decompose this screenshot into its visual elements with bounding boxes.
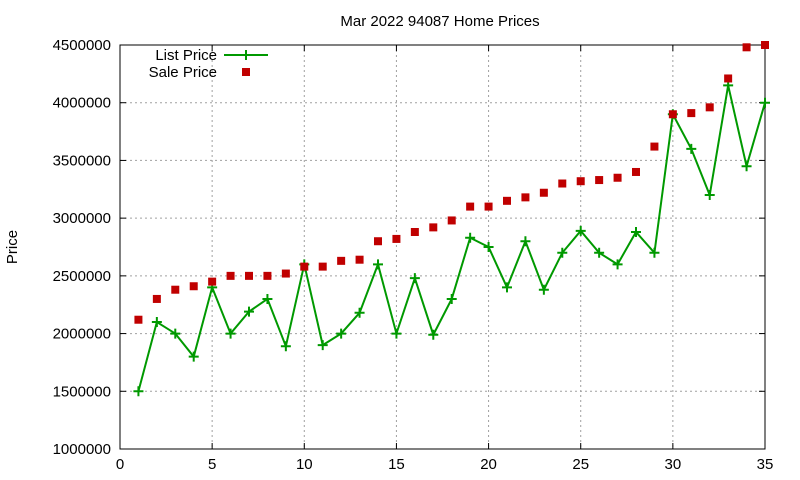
series-line-list-price <box>137 85 766 392</box>
data-point-sale-price <box>539 188 548 197</box>
data-point-sale-price <box>392 234 401 243</box>
data-point-list-price <box>760 97 770 108</box>
data-point-list-price <box>465 232 476 243</box>
data-point-list-price <box>244 306 254 317</box>
legend-label-list-price: List Price <box>155 47 217 64</box>
y-tick-label: 1500000 <box>53 383 111 400</box>
data-point-sale-price <box>447 216 456 225</box>
data-point-sale-price <box>595 176 604 185</box>
data-point-list-price <box>336 328 347 339</box>
data-point-sale-price <box>705 103 714 112</box>
x-tick-label: 0 <box>116 456 124 473</box>
data-point-list-price <box>446 293 457 304</box>
data-point-sale-price <box>668 110 677 119</box>
x-tick-label: 5 <box>208 456 216 473</box>
data-point-list-price <box>686 143 697 154</box>
data-point-list-price <box>631 226 641 237</box>
data-point-list-price <box>649 247 660 258</box>
data-point-list-price <box>262 293 273 304</box>
data-point-list-price <box>225 328 236 339</box>
y-tick-label: 3000000 <box>53 210 111 227</box>
series-layer <box>133 41 770 397</box>
y-axis-label: Price <box>4 230 21 264</box>
data-point-sale-price <box>281 269 290 278</box>
data-point-list-price <box>538 284 549 295</box>
y-tick-label: 2000000 <box>53 326 111 343</box>
data-point-sale-price <box>263 271 272 280</box>
data-point-sale-price <box>318 262 327 271</box>
data-point-sale-price <box>650 142 659 151</box>
legend-label-sale-price: Sale Price <box>149 64 217 81</box>
y-tick-label: 2500000 <box>53 268 111 285</box>
x-tick-label: 25 <box>572 456 589 473</box>
data-point-sale-price <box>558 179 567 188</box>
y-tick-label: 1000000 <box>53 441 111 458</box>
legend-marker-sale-price <box>242 68 250 76</box>
data-point-sale-price <box>410 227 419 236</box>
data-point-list-price <box>428 329 439 340</box>
data-point-sale-price <box>466 202 475 211</box>
x-tick-label: 30 <box>665 456 682 473</box>
data-point-list-price <box>317 340 328 351</box>
data-point-sale-price <box>374 237 382 246</box>
axis-layer: 0 5 10 15 20 25 30 35 1000000 1500000 2000000 25000… <box>53 37 774 473</box>
data-point-sale-price <box>576 177 585 186</box>
data-point-list-price <box>502 282 512 293</box>
data-point-sale-price <box>484 202 493 211</box>
data-point-sale-price <box>337 256 346 265</box>
y-tick-label: 4000000 <box>53 95 111 112</box>
data-point-sale-price <box>171 285 180 294</box>
data-point-sale-price <box>632 167 640 176</box>
data-point-sale-price <box>503 196 511 205</box>
data-point-list-price <box>483 242 494 252</box>
x-tick-label: 20 <box>480 456 497 473</box>
data-point-list-price <box>133 386 144 397</box>
data-point-sale-price <box>687 109 696 118</box>
data-point-list-price <box>557 247 568 258</box>
data-point-list-price <box>151 317 162 328</box>
data-point-list-price <box>741 161 752 172</box>
data-point-list-price <box>612 259 623 270</box>
data-point-sale-price <box>226 271 235 280</box>
legend-marker-list-price <box>241 50 251 60</box>
data-point-list-price <box>170 328 181 339</box>
legend: List Price Sale Price <box>149 47 268 81</box>
x-tick-label: 15 <box>388 456 405 473</box>
data-point-list-price <box>575 225 586 236</box>
data-point-sale-price <box>724 74 733 83</box>
data-point-sale-price <box>134 315 143 324</box>
data-point-list-price <box>409 273 420 284</box>
data-point-list-price <box>594 247 605 258</box>
data-point-sale-price <box>761 41 769 49</box>
y-tick-label: 3500000 <box>53 152 111 169</box>
data-point-list-price <box>704 190 715 201</box>
data-point-list-price <box>391 328 402 339</box>
data-point-sale-price <box>742 43 751 52</box>
chart-title: Mar 2022 94087 Home Prices <box>340 13 539 30</box>
data-point-sale-price <box>300 262 309 271</box>
plot-frame <box>119 44 766 450</box>
x-tick-label: 10 <box>296 456 313 473</box>
data-point-list-price <box>354 307 365 318</box>
data-point-list-price <box>280 341 291 352</box>
data-point-list-price <box>188 351 199 362</box>
y-tick-label: 4500000 <box>53 37 111 54</box>
data-point-sale-price <box>613 173 622 182</box>
data-point-list-price <box>520 236 531 247</box>
data-point-sale-price <box>208 277 217 286</box>
data-point-list-price <box>373 259 383 270</box>
data-point-sale-price <box>189 282 198 291</box>
data-point-sale-price <box>355 255 364 264</box>
data-point-sale-price <box>429 223 438 232</box>
data-point-sale-price <box>152 294 161 303</box>
data-point-sale-price <box>245 271 253 280</box>
x-tick-label: 35 <box>757 456 774 473</box>
data-point-sale-price <box>521 193 530 202</box>
grid-layer <box>120 45 765 449</box>
